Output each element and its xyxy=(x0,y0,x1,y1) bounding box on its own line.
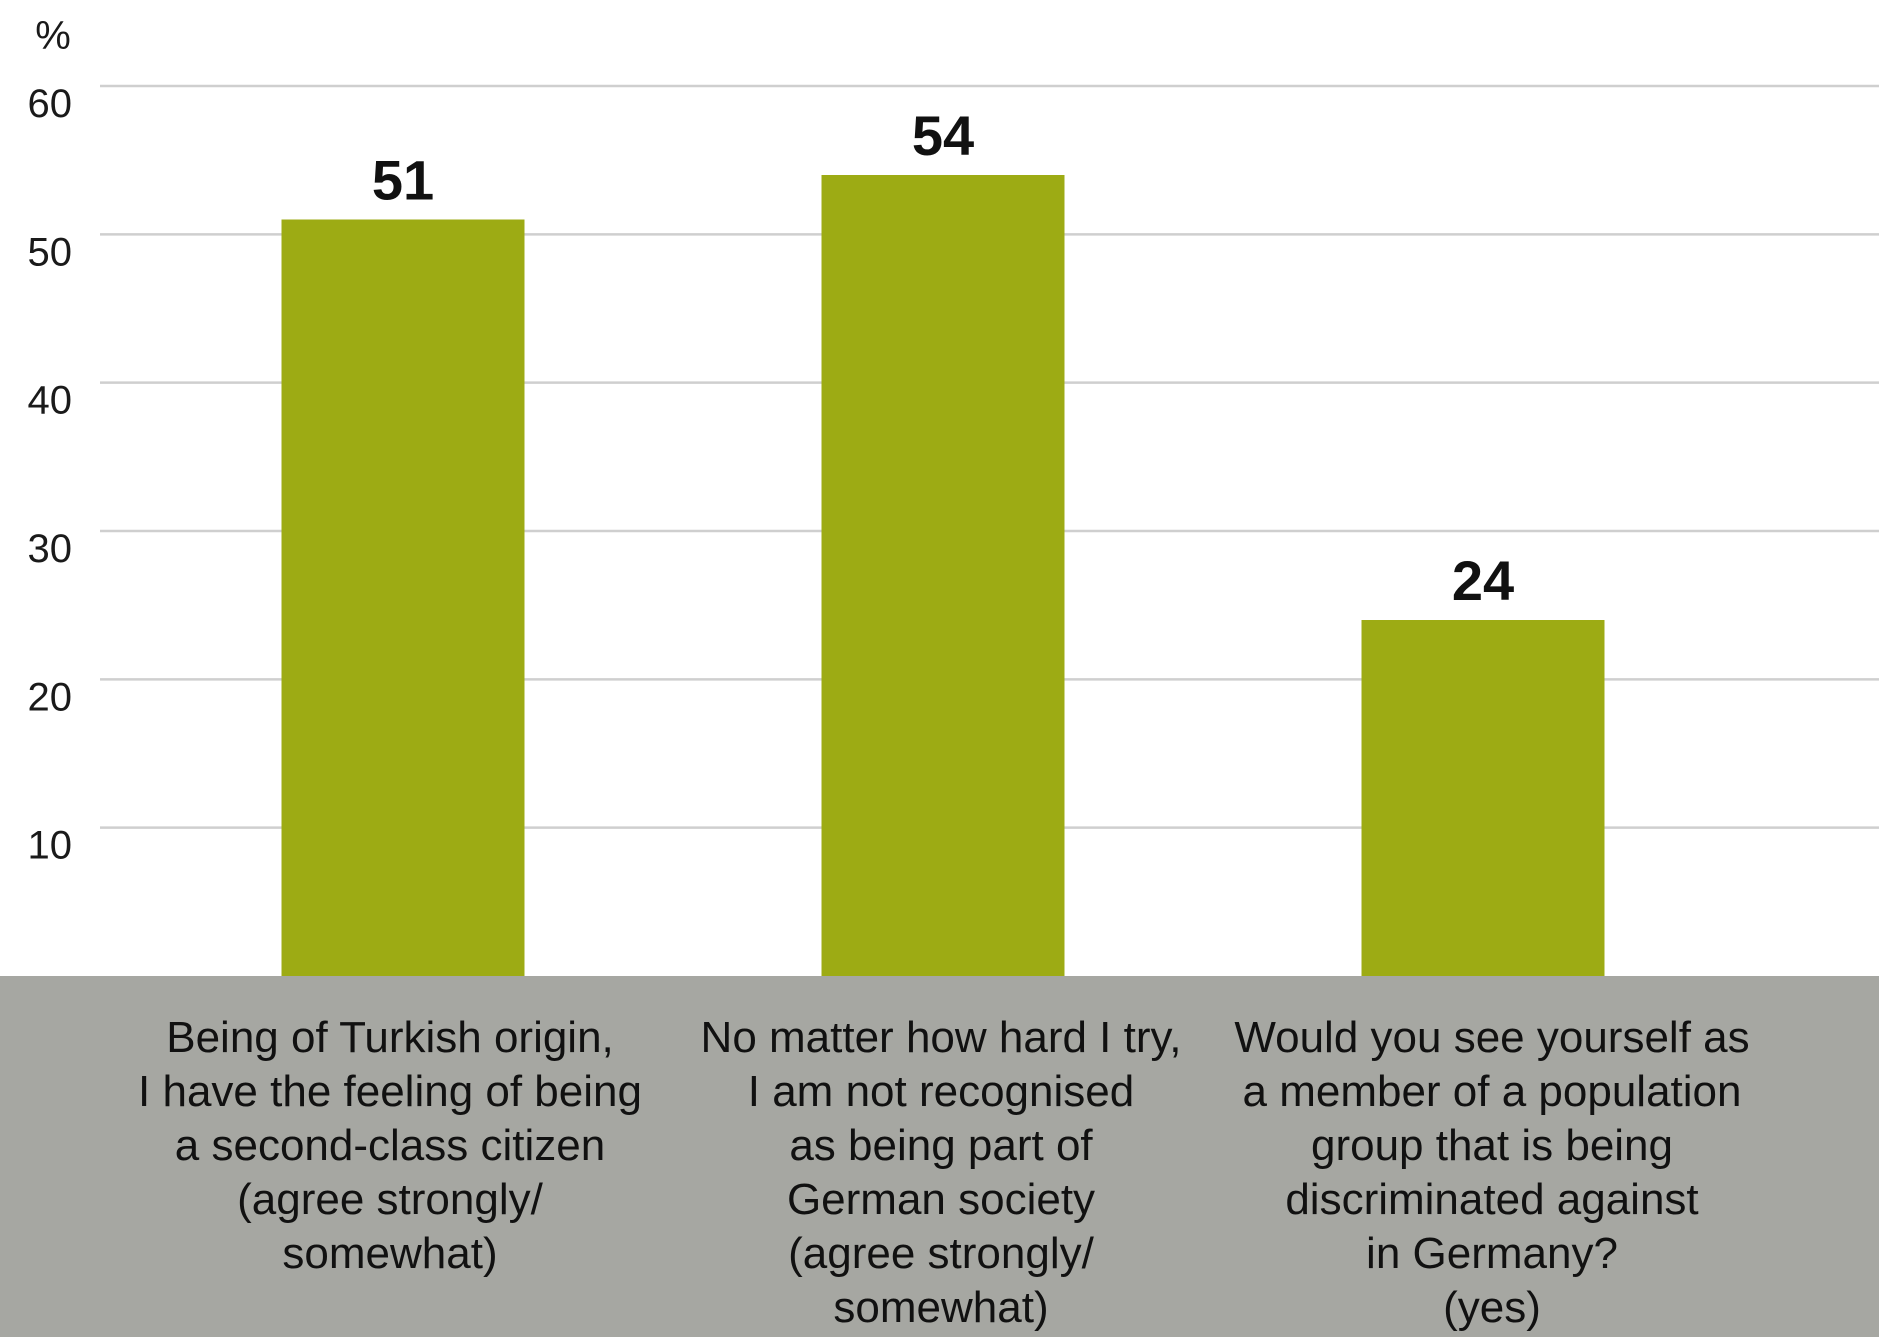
category-label: Being of Turkish origin, I have the feel… xyxy=(138,1013,642,1278)
bar-value-label: 54 xyxy=(912,104,974,167)
bar xyxy=(1361,620,1605,976)
bar xyxy=(821,175,1065,976)
bar-value-labels: 51 54 24 xyxy=(372,104,1514,612)
y-axis-unit-label: % xyxy=(35,14,71,58)
y-tick-label: 40 xyxy=(28,379,73,423)
bars xyxy=(281,175,1605,976)
y-tick-label: 60 xyxy=(28,82,73,126)
y-tick-label: 10 xyxy=(28,824,73,868)
y-tick-label: 30 xyxy=(28,527,73,571)
bar-value-label: 51 xyxy=(372,149,434,212)
y-tick-label: 20 xyxy=(28,675,73,719)
category-label-panel xyxy=(0,976,1879,1337)
category-label: No matter how hard I try, I am not recog… xyxy=(700,1013,1182,1332)
bar xyxy=(281,219,525,976)
bar-value-label: 24 xyxy=(1452,549,1514,612)
category-label: Would you see yourself as a member of a … xyxy=(1234,1013,1750,1332)
y-tick-label: 50 xyxy=(28,230,73,274)
